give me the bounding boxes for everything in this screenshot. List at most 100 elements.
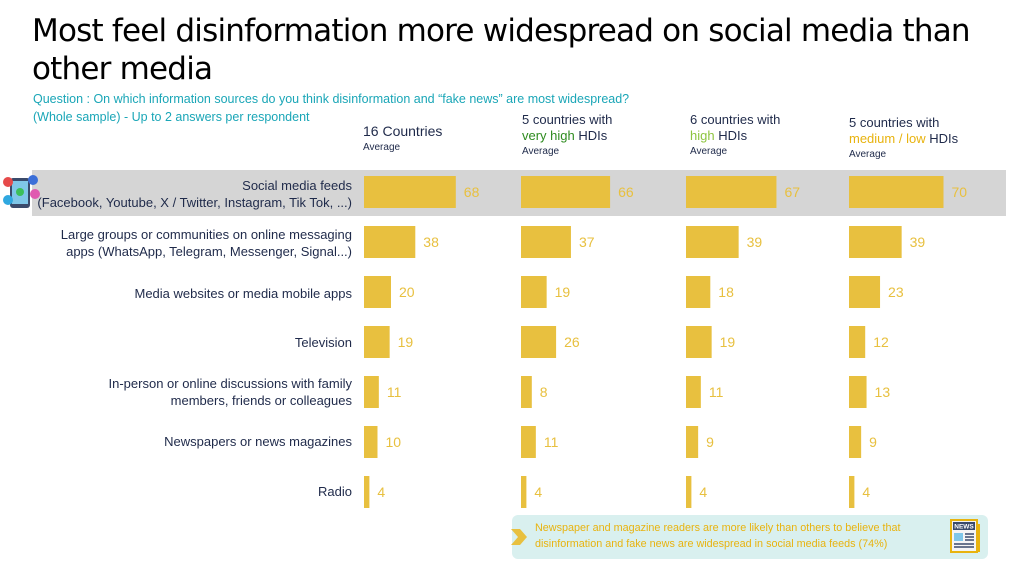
data-label: 26	[564, 334, 580, 350]
social-media-icon	[3, 175, 40, 208]
data-label: 11	[544, 434, 559, 450]
data-label: 10	[386, 434, 402, 450]
data-label: 11	[387, 384, 402, 400]
data-label: 70	[952, 184, 968, 200]
data-label: 9	[706, 434, 714, 450]
column-header-title: 6 countries with	[690, 112, 781, 127]
sample-note: (Whole sample) - Up to 2 answers per res…	[33, 110, 310, 124]
bar	[686, 176, 777, 208]
data-label: 37	[579, 234, 595, 250]
bar	[849, 226, 902, 258]
bar	[521, 426, 536, 458]
data-label: 19	[555, 284, 571, 300]
row-label-line: members, friends or colleagues	[170, 393, 352, 408]
row-label-discussions: In-person or online discussions with fam…	[109, 375, 353, 409]
row-label-social-media: Social media feeds (Facebook, Youtube, X…	[37, 177, 352, 211]
newspaper-icon: NEWS	[950, 519, 980, 553]
data-label: 18	[718, 284, 734, 300]
column-header-sub: Average	[522, 146, 560, 157]
column-header-sub: Average	[849, 149, 887, 160]
row-label-line: Large groups or communities on online me…	[60, 227, 352, 242]
column-header-suffix: HDIs	[925, 131, 959, 146]
row-label-radio: Radio	[318, 483, 352, 500]
bar	[849, 376, 867, 408]
newspaper-icon-label: NEWS	[954, 524, 974, 531]
row-label-line: In-person or online discussions with fam…	[108, 376, 353, 391]
data-label: 66	[618, 184, 634, 200]
data-label: 19	[398, 334, 414, 350]
bar	[521, 176, 611, 208]
bar	[686, 476, 692, 508]
bar	[364, 226, 416, 258]
column-header-all: 16 Countries Average	[363, 123, 442, 156]
column-header-high: 6 countries with high HDIs Average	[690, 112, 780, 160]
bar	[521, 276, 547, 308]
data-label: 9	[869, 434, 877, 450]
bar	[849, 426, 862, 458]
bar	[849, 276, 881, 308]
bar	[849, 476, 855, 508]
row-label-line: Newspapers or news magazines	[164, 434, 352, 449]
column-header-highlight: very high	[522, 128, 575, 143]
column-header-very-high: 5 countries with very high HDIs Average	[522, 112, 612, 160]
column-header-title: 5 countries with	[849, 115, 940, 130]
bar	[686, 426, 699, 458]
bar	[849, 176, 944, 208]
data-label: 39	[747, 234, 763, 250]
data-label: 11	[709, 384, 724, 400]
row-label-television: Television	[295, 334, 352, 351]
column-header-sub: Average	[363, 142, 401, 153]
data-label: 4	[377, 484, 385, 500]
row-label-line: apps (WhatsApp, Telegram, Messenger, Sig…	[66, 244, 352, 259]
data-label: 68	[464, 184, 480, 200]
data-label: 4	[534, 484, 542, 500]
data-label: 8	[540, 384, 548, 400]
column-header-title: 16 Countries	[363, 123, 443, 139]
row-label-line: Media websites or media mobile apps	[134, 286, 353, 301]
bar	[364, 176, 456, 208]
note-box	[512, 515, 988, 559]
highlight-band	[32, 170, 1006, 216]
row-label-line: Radio	[318, 484, 352, 499]
column-header-suffix: HDIs	[574, 128, 608, 143]
data-label: 38	[423, 234, 439, 250]
page-title: Most feel disinformation more widespread…	[32, 13, 971, 87]
bar	[686, 226, 739, 258]
row-label-line: Television	[294, 335, 352, 350]
bar	[521, 376, 532, 408]
row-label-media-websites: Media websites or media mobile apps	[135, 285, 353, 302]
row-label-line: (Facebook, Youtube, X / Twitter, Instagr…	[37, 195, 352, 210]
bar	[364, 326, 390, 358]
bar	[686, 276, 711, 308]
bar	[364, 476, 370, 508]
data-label: 4	[862, 484, 870, 500]
data-label: 20	[399, 284, 415, 300]
bar	[686, 376, 701, 408]
column-header-highlight: medium / low	[849, 131, 926, 146]
row-label-newspapers: Newspapers or news magazines	[164, 433, 352, 450]
data-label: 19	[720, 334, 736, 350]
bar	[686, 326, 712, 358]
question-text: Question : On which information sources …	[33, 92, 630, 106]
chevron-right-icon	[511, 529, 527, 545]
bar	[364, 276, 391, 308]
bar	[521, 326, 557, 358]
data-label: 4	[699, 484, 707, 500]
column-header-suffix: HDIs	[714, 128, 748, 143]
bar	[849, 326, 866, 358]
row-label-line: Social media feeds	[242, 178, 352, 193]
note-text: Newspaper and magazine readers are more …	[535, 522, 901, 550]
bar	[364, 426, 378, 458]
data-label: 39	[910, 234, 926, 250]
bar	[521, 476, 527, 508]
column-header-title: 5 countries with	[522, 112, 613, 127]
data-label: 13	[875, 384, 891, 400]
column-header-highlight: high	[690, 128, 715, 143]
data-label: 23	[888, 284, 904, 300]
bar	[521, 226, 571, 258]
data-label: 67	[784, 184, 800, 200]
data-label: 12	[873, 334, 889, 350]
column-header-sub: Average	[690, 146, 728, 157]
row-label-messaging-apps: Large groups or communities on online me…	[61, 226, 352, 260]
column-header-medium-low: 5 countries with medium / low HDIs Avera…	[849, 115, 958, 163]
